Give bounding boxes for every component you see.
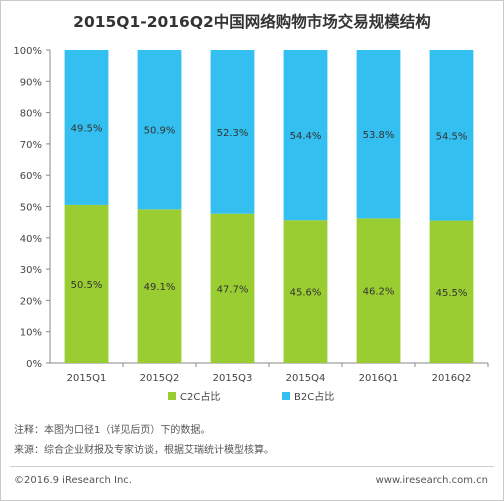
x-tick-label: 2016Q1 (359, 373, 399, 384)
y-tick-label: 30% (20, 265, 42, 276)
website-link[interactable]: www.iresearch.com.cn (375, 475, 488, 486)
data-label: 49.1% (144, 282, 176, 293)
y-tick-label: 20% (20, 296, 42, 307)
y-tick-label: 10% (20, 328, 42, 339)
y-tick-label: 40% (20, 234, 42, 245)
bar-segment (64, 50, 109, 205)
bar-segment (283, 220, 328, 363)
x-tick-label: 2015Q4 (286, 373, 326, 384)
legend-swatch (282, 392, 290, 400)
bar-segment (64, 204, 109, 363)
data-label: 50.5% (71, 280, 103, 291)
data-label: 54.5% (436, 131, 468, 142)
chart-title: 2015Q1-2016Q2中国网络购物市场交易规模结构 (73, 13, 431, 31)
x-tick-label: 2015Q2 (140, 373, 180, 384)
note-line: 注释：本图为口径1（详见后页）下的数据。 (14, 425, 211, 436)
y-tick-label: 70% (20, 140, 42, 151)
y-tick-label: 80% (20, 109, 42, 120)
x-tick-label: 2016Q2 (432, 373, 472, 384)
legend-label: B2C占比 (294, 390, 334, 403)
data-label: 47.7% (217, 284, 249, 295)
bar-segment (356, 50, 401, 219)
bar-segment (210, 50, 255, 214)
y-tick-label: 100% (13, 46, 42, 57)
bar-segment (137, 209, 182, 363)
data-label: 53.8% (363, 130, 395, 141)
bar-segment (356, 218, 401, 363)
x-tick-label: 2015Q3 (213, 373, 253, 384)
data-label: 45.5% (436, 288, 468, 299)
footer-divider (10, 466, 494, 467)
bar-segment (283, 50, 328, 221)
data-label: 50.9% (144, 126, 176, 137)
bar-segment (210, 213, 255, 363)
y-tick-label: 60% (20, 171, 42, 182)
y-tick-label: 50% (20, 203, 42, 214)
copyright-text: ©2016.9 iResearch Inc. (14, 475, 132, 486)
y-tick-label: 90% (20, 77, 42, 88)
data-label: 46.2% (363, 287, 395, 298)
bar-segment (429, 50, 474, 221)
legend-label: C2C占比 (180, 390, 220, 403)
stacked-bar-chart: 0% 10% 20% 30% 40% 50% 60% 70% 80% 90% 100% 2015Q1 2… (13, 46, 489, 403)
data-label: 45.6% (290, 288, 322, 299)
data-label: 49.5% (71, 123, 103, 134)
data-label: 52.3% (217, 128, 249, 139)
x-tick-label: 2015Q1 (67, 373, 107, 384)
bar-segment (137, 50, 182, 210)
bar-segment (429, 220, 474, 363)
y-tick-label: 0% (26, 359, 42, 370)
source-line: 来源：综合企业财报及专家访谈，根据艾瑞统计模型核算。 (14, 445, 274, 456)
legend-swatch (168, 392, 176, 400)
chart-notes: 注释：本图为口径1（详见后页）下的数据。 来源：综合企业财报及专家访谈，根据艾瑞… (14, 421, 274, 461)
data-label: 54.4% (290, 131, 322, 142)
